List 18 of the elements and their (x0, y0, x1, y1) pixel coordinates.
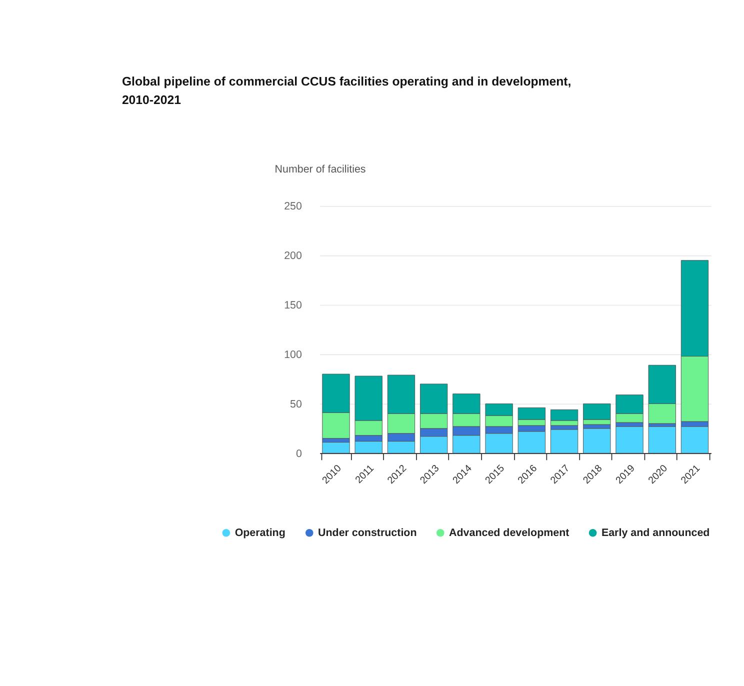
bar (616, 426, 644, 454)
legend-label: Advanced development (449, 527, 570, 540)
y-tick-label: 150 (284, 300, 302, 312)
y-tick-label: 250 (284, 200, 302, 213)
legend-label: Early and announced (601, 527, 710, 540)
bar (680, 426, 709, 454)
bar (322, 442, 350, 454)
y-tick-label: 0 (296, 448, 302, 460)
y-tick-label: 100 (284, 348, 302, 361)
chart-title: Global pipeline of commercial CCUS facilities operating and in development, 2010-2021 (122, 74, 572, 107)
legend-label: Under construction (318, 527, 417, 540)
bar (550, 429, 578, 454)
legend-label: Operating (234, 527, 286, 540)
bar (583, 428, 611, 454)
bar (648, 426, 676, 454)
y-tick-label: 50 (290, 398, 302, 410)
y-axis-title: Number of facilities (274, 164, 366, 176)
y-tick-label: 200 (284, 250, 302, 262)
